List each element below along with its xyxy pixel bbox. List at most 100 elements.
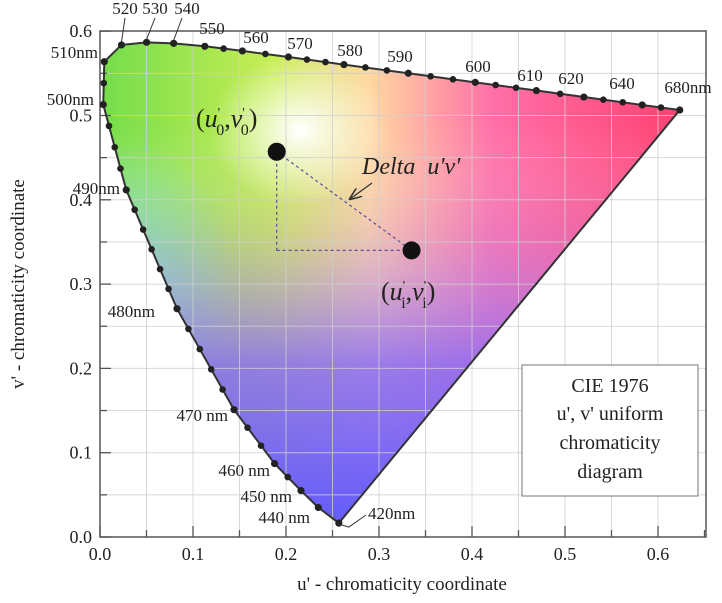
- y-tick-label: 0.0: [70, 527, 93, 547]
- locus-dot: [449, 76, 457, 83]
- locus-dot: [284, 53, 293, 61]
- wavelength-label: 480nm: [108, 302, 155, 321]
- wavelength-label: 450 nm: [241, 487, 292, 506]
- x-tick-label: 0.2: [275, 544, 298, 564]
- wavelength-labels: 420nm 440 nm 450 nm 460 nm 470 nm 480nm 490nm 5…: [47, 0, 712, 528]
- locus-dot: [196, 345, 204, 353]
- locus-dot: [340, 60, 348, 69]
- locus-dot: [111, 143, 119, 151]
- leader-line: [146, 17, 156, 40]
- wavelength-label: 440 nm: [259, 508, 310, 527]
- x-tick-label: 0.3: [368, 544, 391, 564]
- wavelength-label: 590: [387, 47, 413, 66]
- y-tick-label: 0.1: [70, 443, 93, 463]
- x-tick-label: 0.5: [554, 544, 577, 564]
- x-tick-labels: 0.0 0.1 0.2 0.3 0.4 0.5 0.6: [89, 544, 670, 564]
- locus-dot: [156, 265, 164, 273]
- locus-dot: [105, 122, 113, 130]
- delta-label: Delta: [361, 154, 415, 180]
- x-axis-title: u' - chromaticity coordinate: [297, 574, 507, 595]
- locus-dot: [284, 473, 292, 481]
- locus-dot: [238, 47, 246, 55]
- locus-dot: [270, 459, 279, 468]
- locus-dot: [100, 58, 108, 66]
- locus-dot: [297, 487, 305, 495]
- x-tick-label: 0.4: [461, 544, 484, 564]
- legend-line-1: CIE 1976: [571, 375, 648, 397]
- locus-dot: [322, 58, 329, 66]
- locus-dot: [638, 101, 646, 109]
- wavelength-label: 580: [337, 41, 363, 60]
- arrow-icon: [350, 182, 373, 199]
- x-tick-label: 0.0: [89, 544, 112, 564]
- locus-dot: [619, 99, 627, 106]
- wavelength-label: 420nm: [368, 504, 415, 523]
- wavelength-label: 510nm: [51, 43, 98, 62]
- leader-line: [173, 17, 183, 41]
- locus-dot: [219, 386, 226, 393]
- locus-dots: [99, 38, 684, 527]
- locus-dot: [207, 366, 215, 373]
- y-tick-label: 0.4: [70, 190, 93, 210]
- locus-dot: [262, 50, 269, 58]
- wavelength-label: 550: [199, 19, 225, 38]
- y-tick-labels: 0.0 0.1 0.2 0.3 0.4 0.5 0.6: [70, 21, 93, 547]
- x-tick-label: 0.1: [182, 544, 205, 564]
- locus-dot: [173, 305, 181, 313]
- y-tick-label: 0.6: [70, 21, 93, 41]
- wavelength-label: 460 nm: [219, 461, 270, 480]
- wavelength-label: 570: [287, 34, 313, 53]
- y-tick-label: 0.2: [70, 358, 93, 378]
- locus-dot: [532, 86, 540, 95]
- locus-dot: [165, 285, 172, 293]
- locus-dot: [142, 38, 151, 46]
- locus-dot: [492, 81, 499, 89]
- legend-line-3: chromaticity: [559, 432, 660, 454]
- locus-dot: [676, 106, 684, 114]
- y-axis-title: v' - chromaticity coordinate: [8, 179, 29, 389]
- locus-dot: [314, 503, 322, 512]
- legend-line-4: diagram: [577, 461, 643, 483]
- locus-dot: [362, 64, 369, 71]
- locus-dot: [131, 206, 138, 214]
- legend-line-2: u', v' uniform: [557, 403, 664, 425]
- legend-box: CIE 1976 u', v' uniform chromaticity dia…: [521, 364, 699, 497]
- locus-dot: [244, 424, 251, 431]
- locus-dot: [657, 104, 665, 111]
- wavelength-label: 470 nm: [177, 406, 228, 425]
- reference-point: [267, 142, 286, 161]
- leader-line: [338, 514, 367, 528]
- locus-dot: [220, 45, 227, 52]
- locus-dot: [148, 246, 155, 253]
- locus-dot: [201, 42, 209, 50]
- delta-annotation: Delta u'v' (u' 0,v' 0) (u' i,v' i): [196, 104, 461, 312]
- locus-dot: [99, 100, 107, 109]
- locus-dot: [600, 96, 607, 103]
- locus-dot: [139, 226, 147, 233]
- locus-dot: [335, 519, 343, 527]
- x-tick-label: 0.6: [647, 544, 670, 564]
- locus-dot: [471, 78, 479, 86]
- locus-dot: [427, 73, 434, 80]
- delta-uv-label: u'v': [427, 154, 461, 180]
- locus-dot: [257, 442, 265, 449]
- locus-dot: [100, 79, 108, 87]
- leader-line: [120, 17, 126, 43]
- wavelength-label: 490nm: [73, 179, 120, 198]
- wavelength-label: 600: [465, 57, 491, 76]
- wavelength-label: 520: [112, 0, 138, 18]
- wavelength-label: 680nm: [664, 78, 711, 97]
- locus-dot: [117, 41, 126, 49]
- y-tick-label: 0.3: [70, 274, 93, 294]
- locus-dot: [580, 93, 588, 101]
- locus-dot: [230, 406, 238, 414]
- locus-dot: [170, 39, 178, 47]
- wavelength-label: 560: [243, 28, 269, 47]
- y-tick-label: 0.5: [70, 106, 93, 126]
- dashed-line-delta: [276, 151, 412, 251]
- locus-dot: [117, 165, 124, 172]
- test-point: [402, 241, 421, 260]
- locus-dot: [122, 186, 130, 194]
